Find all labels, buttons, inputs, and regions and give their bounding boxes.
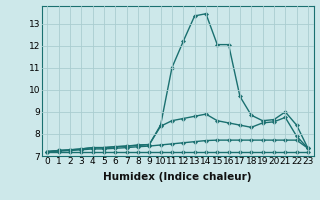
X-axis label: Humidex (Indice chaleur): Humidex (Indice chaleur) xyxy=(103,172,252,182)
